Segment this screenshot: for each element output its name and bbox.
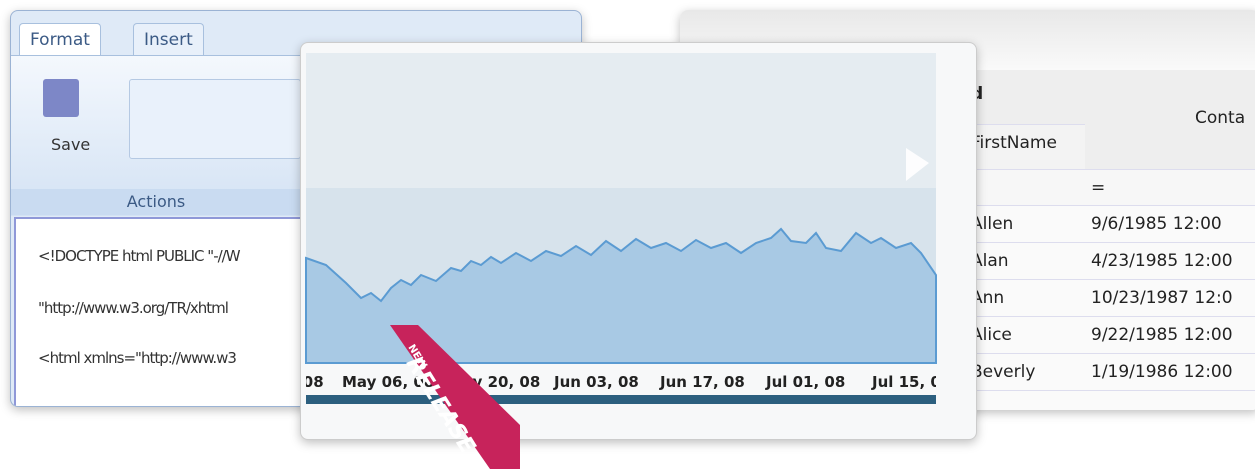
filter-operator[interactable]: = xyxy=(1085,170,1255,206)
date-cell[interactable]: 10/23/1987 12:0 xyxy=(1085,280,1255,317)
date-cell[interactable]: 1/19/1986 12:00 xyxy=(1085,354,1255,391)
group-label: Actions xyxy=(11,189,301,215)
ribbon: NEW RELEASE xyxy=(370,325,540,469)
contact-header: Conta xyxy=(1085,70,1255,170)
date-cell[interactable]: 9/6/1985 12:00 xyxy=(1085,206,1255,243)
name-cell[interactable]: Beverly xyxy=(965,354,1085,391)
page: Format Insert Save Actions <!DOCTYPE htm… xyxy=(0,0,1255,469)
date-label: Jun 03, 08 xyxy=(553,373,639,391)
group-header: d xyxy=(965,70,1085,125)
date-label: Jul 01, 08 xyxy=(765,373,845,391)
name-cell[interactable]: Alice xyxy=(965,317,1085,354)
tab[interactable]: Format xyxy=(19,23,101,56)
plot-gloss xyxy=(306,53,936,188)
name-cell[interactable]: Alan xyxy=(965,243,1085,280)
name-cell[interactable]: Allen xyxy=(965,206,1085,243)
code-line: "http://www.w3.org/TR/xhtml xyxy=(38,299,228,317)
date-cell[interactable]: 9/22/1985 12:00 xyxy=(1085,317,1255,354)
tab[interactable]: Insert xyxy=(133,23,204,56)
code-line: <html xmlns="http://www.w3 xyxy=(38,349,236,367)
name-cell[interactable]: Ann xyxy=(965,280,1085,317)
date-label: Jul 15, 08 xyxy=(871,373,951,391)
column-header[interactable]: FirstName xyxy=(965,125,1085,170)
date-cell[interactable]: 4/23/1985 12:00 xyxy=(1085,243,1255,280)
date-label: Apr 22, 08 xyxy=(301,373,324,391)
save-label[interactable]: Save xyxy=(51,135,90,154)
date-label: Jun 17, 08 xyxy=(659,373,745,391)
filter-cell[interactable] xyxy=(965,170,1085,206)
code-line: <!DOCTYPE html PUBLIC "-//W xyxy=(38,247,240,265)
toolbar xyxy=(129,79,301,159)
save-icon[interactable] xyxy=(43,79,79,117)
